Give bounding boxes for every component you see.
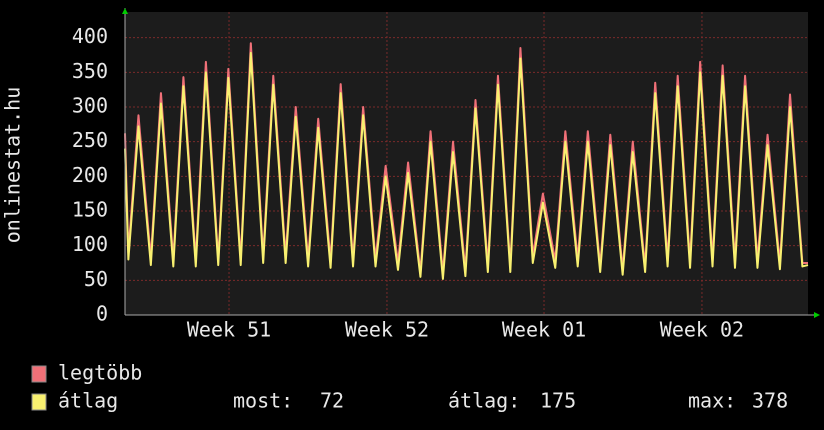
x-tick-label: Week 01: [502, 318, 586, 342]
y-tick-label: 50: [84, 267, 108, 291]
y-tick-label: 350: [72, 59, 108, 83]
legend-label: átlag: [58, 389, 118, 413]
stat-label: max:: [688, 389, 736, 413]
y-tick-label: 400: [72, 24, 108, 48]
legend-swatch: [31, 365, 47, 383]
stat-value: 378: [752, 389, 788, 413]
stat-value: 72: [320, 389, 344, 413]
y-tick-label: 300: [72, 93, 108, 117]
y-tick-label: 250: [72, 128, 108, 152]
x-tick-label: Week 02: [660, 318, 744, 342]
series-line: [124, 51, 809, 280]
y-axis-label: onlinestat.hu: [1, 87, 25, 244]
stat-label: átlag:: [448, 389, 520, 413]
legend-swatch: [31, 393, 47, 411]
y-tick-label: 100: [72, 232, 108, 256]
x-tick-label: Week 51: [187, 318, 271, 342]
x-tick-label: Week 52: [345, 318, 429, 342]
y-tick-label: 0: [96, 302, 108, 326]
y-tick-label: 200: [72, 163, 108, 187]
axis-arrow: [814, 312, 820, 318]
legend-label: legtöbb: [58, 361, 142, 385]
stat-value: 175: [540, 389, 576, 413]
legend: legtöbb átlag most: 72 átlag: 175 max: 378: [31, 361, 788, 413]
lines: [124, 42, 809, 280]
stat-label: most:: [233, 389, 293, 413]
y-tick-label: 150: [72, 197, 108, 221]
axis-arrow: [122, 8, 128, 14]
